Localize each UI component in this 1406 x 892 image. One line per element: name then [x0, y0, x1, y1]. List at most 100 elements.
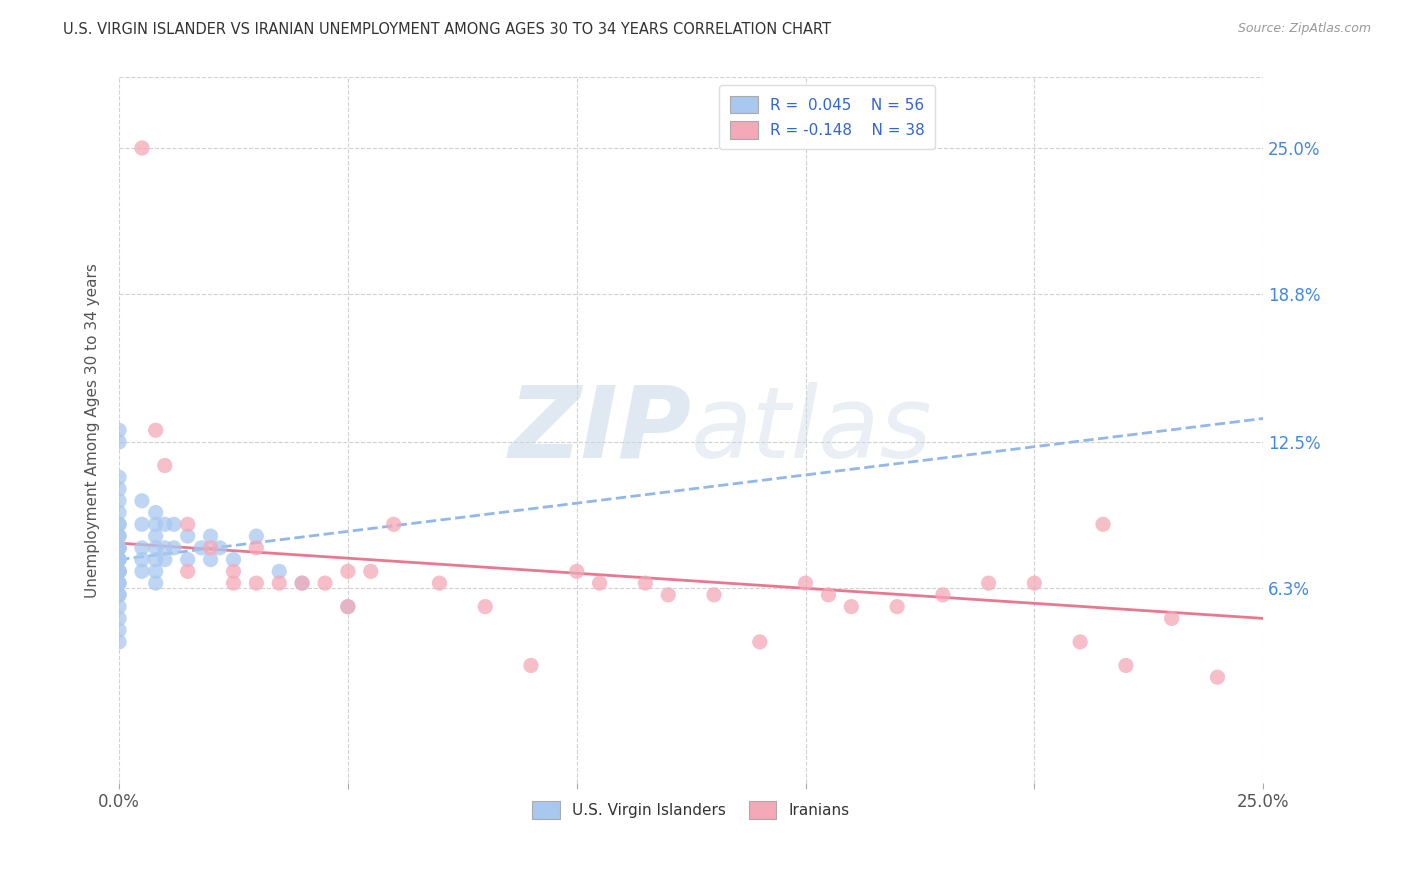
- Point: [145, 576, 167, 591]
- Point: [360, 565, 382, 579]
- Point: [222, 552, 245, 566]
- Point: [108, 517, 131, 532]
- Point: [153, 541, 176, 555]
- Point: [748, 635, 770, 649]
- Point: [145, 565, 167, 579]
- Point: [145, 423, 167, 437]
- Point: [817, 588, 839, 602]
- Point: [131, 552, 153, 566]
- Point: [932, 588, 955, 602]
- Point: [153, 552, 176, 566]
- Point: [565, 565, 588, 579]
- Point: [222, 576, 245, 591]
- Point: [314, 576, 336, 591]
- Point: [108, 506, 131, 520]
- Point: [222, 565, 245, 579]
- Point: [1160, 611, 1182, 625]
- Point: [886, 599, 908, 614]
- Point: [200, 529, 222, 543]
- Point: [108, 529, 131, 543]
- Point: [245, 541, 267, 555]
- Point: [108, 576, 131, 591]
- Point: [131, 141, 153, 155]
- Point: [291, 576, 314, 591]
- Point: [291, 576, 314, 591]
- Point: [108, 529, 131, 543]
- Point: [145, 517, 167, 532]
- Point: [176, 529, 198, 543]
- Point: [145, 506, 167, 520]
- Point: [336, 599, 359, 614]
- Point: [108, 493, 131, 508]
- Point: [429, 576, 451, 591]
- Point: [145, 541, 167, 555]
- Point: [190, 541, 212, 555]
- Point: [200, 541, 222, 555]
- Point: [1069, 635, 1091, 649]
- Text: atlas: atlas: [692, 382, 932, 479]
- Point: [176, 517, 198, 532]
- Point: [108, 552, 131, 566]
- Text: U.S. VIRGIN ISLANDER VS IRANIAN UNEMPLOYMENT AMONG AGES 30 TO 34 YEARS CORRELATI: U.S. VIRGIN ISLANDER VS IRANIAN UNEMPLOY…: [63, 22, 831, 37]
- Point: [131, 541, 153, 555]
- Point: [176, 565, 198, 579]
- Point: [108, 611, 131, 625]
- Point: [1115, 658, 1137, 673]
- Point: [520, 658, 543, 673]
- Point: [108, 552, 131, 566]
- Point: [131, 517, 153, 532]
- Point: [839, 599, 862, 614]
- Point: [634, 576, 657, 591]
- Point: [108, 423, 131, 437]
- Point: [208, 541, 231, 555]
- Point: [163, 541, 186, 555]
- Point: [108, 623, 131, 637]
- Point: [108, 541, 131, 555]
- Text: ZIP: ZIP: [508, 382, 692, 479]
- Point: [108, 470, 131, 484]
- Point: [145, 552, 167, 566]
- Point: [108, 588, 131, 602]
- Point: [108, 635, 131, 649]
- Point: [588, 576, 610, 591]
- Point: [153, 517, 176, 532]
- Point: [108, 541, 131, 555]
- Point: [163, 517, 186, 532]
- Point: [269, 576, 291, 591]
- Point: [108, 599, 131, 614]
- Point: [108, 482, 131, 496]
- Point: [382, 517, 405, 532]
- Point: [336, 599, 359, 614]
- Point: [108, 565, 131, 579]
- Point: [474, 599, 496, 614]
- Point: [108, 565, 131, 579]
- Point: [145, 529, 167, 543]
- Point: [108, 517, 131, 532]
- Point: [131, 493, 153, 508]
- Point: [269, 565, 291, 579]
- Point: [153, 458, 176, 473]
- Point: [108, 552, 131, 566]
- Point: [245, 576, 267, 591]
- Point: [108, 576, 131, 591]
- Text: Source: ZipAtlas.com: Source: ZipAtlas.com: [1237, 22, 1371, 36]
- Point: [108, 565, 131, 579]
- Point: [108, 541, 131, 555]
- Point: [703, 588, 725, 602]
- Point: [200, 552, 222, 566]
- Point: [108, 565, 131, 579]
- Point: [1206, 670, 1229, 684]
- Point: [336, 565, 359, 579]
- Point: [1024, 576, 1046, 591]
- Point: [1092, 517, 1115, 532]
- Legend: U.S. Virgin Islanders, Iranians: U.S. Virgin Islanders, Iranians: [526, 795, 856, 825]
- Point: [108, 588, 131, 602]
- Point: [794, 576, 817, 591]
- Point: [108, 435, 131, 450]
- Point: [245, 529, 267, 543]
- Point: [131, 565, 153, 579]
- Y-axis label: Unemployment Among Ages 30 to 34 years: Unemployment Among Ages 30 to 34 years: [86, 263, 100, 598]
- Point: [977, 576, 1000, 591]
- Point: [176, 552, 198, 566]
- Point: [657, 588, 679, 602]
